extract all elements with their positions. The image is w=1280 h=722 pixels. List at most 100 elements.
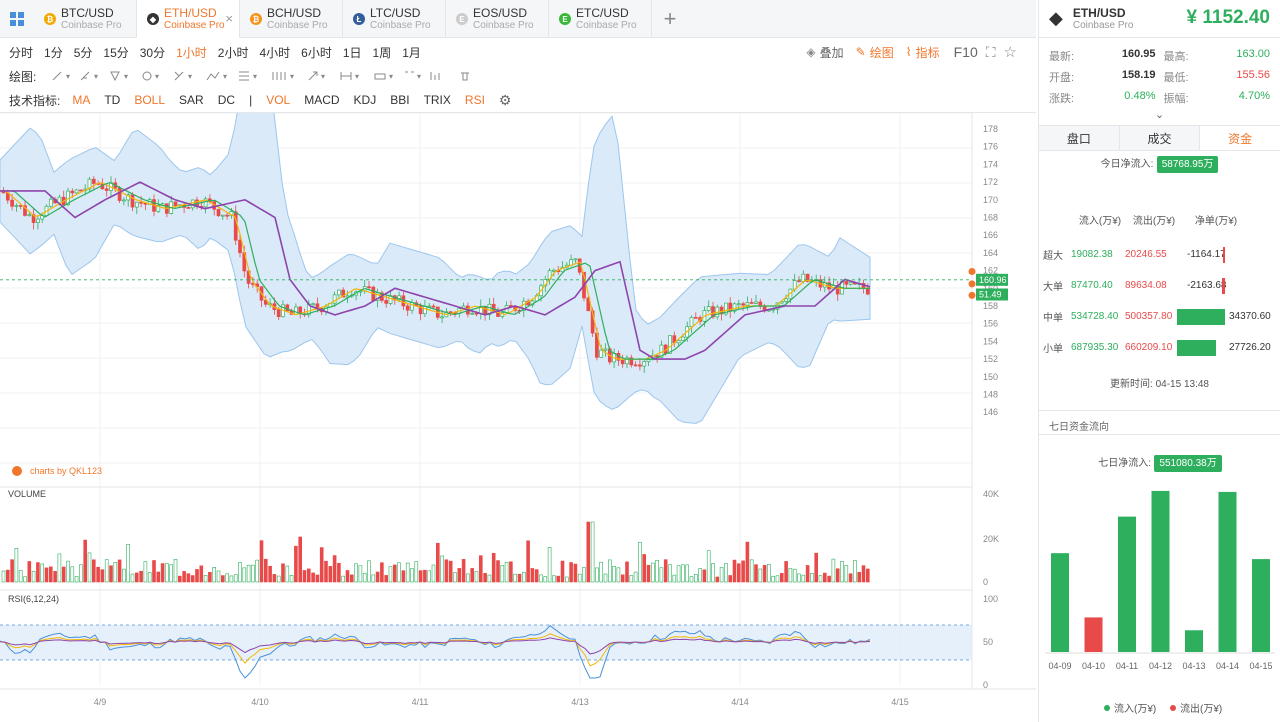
side-tab-0[interactable]: 盘口: [1039, 126, 1120, 150]
timeframe-9[interactable]: 1日: [342, 45, 362, 60]
coin-icon: E: [559, 13, 571, 25]
indicator-ma[interactable]: MA: [72, 93, 91, 107]
flow-net-bar: [1222, 277, 1225, 294]
star-icon[interactable]: ☆: [1003, 44, 1017, 61]
secondary-label: 51.49: [979, 289, 1002, 299]
draw-label: 绘图:: [9, 69, 37, 84]
timeframe-11[interactable]: 1月: [402, 45, 421, 60]
flow-out: 20246.55: [1125, 249, 1167, 260]
indicator-button[interactable]: 指标: [915, 45, 940, 60]
timeframe-4[interactable]: 30分: [139, 45, 166, 60]
price-tick: 174: [983, 159, 998, 169]
indicator-bbi[interactable]: BBI: [390, 93, 410, 107]
tab-eos-usd[interactable]: E EOS/USD Coinbase Pro: [446, 0, 549, 38]
rsi-title: RSI(6,12,24): [8, 594, 59, 604]
timeframe-6[interactable]: 2小时: [217, 45, 249, 60]
flow-net: -2163.68: [1187, 280, 1227, 291]
tab-pair: ETC/USD: [576, 5, 629, 20]
stat-label: 最新:: [1049, 51, 1075, 63]
price-tick: 170: [983, 195, 998, 205]
kline-chart[interactable]: 178 176 174 172 170 168 166 164 162 160 158 156 154 1…: [0, 113, 1036, 721]
expand-chevron-icon[interactable]: ⌄: [1154, 109, 1165, 121]
bollinger-band: [0, 113, 871, 424]
qkl-logo-icon: [12, 466, 22, 476]
bar-category: 04-14: [1216, 661, 1239, 671]
timeframe-8[interactable]: 6小时: [301, 45, 332, 60]
ma-line-long: [0, 181, 871, 360]
stat-label: 开盘:: [1049, 72, 1075, 84]
grid-menu-icon[interactable]: [0, 0, 34, 38]
indicator-sar[interactable]: SAR: [179, 93, 204, 107]
tab-exchange: Coinbase Pro: [473, 19, 534, 31]
indicator-vol[interactable]: VOL: [266, 93, 291, 107]
flow-bar: [1252, 559, 1270, 652]
tab-exchange: Coinbase Pro: [267, 19, 328, 31]
timeframe-5[interactable]: 1小时: [176, 45, 207, 60]
price-tick: 150: [983, 372, 998, 382]
draw-button[interactable]: 绘图: [869, 45, 894, 60]
tab-ltc-usd[interactable]: Ł LTC/USD Coinbase Pro: [343, 0, 446, 38]
flow-header: 流出(万¥): [1132, 216, 1176, 227]
update-time: 更新时间: 04-15 13:48: [1110, 379, 1209, 390]
flow-row: 超大 19082.38 20246.55 -1164.17: [1039, 239, 1280, 270]
settings-gear-icon[interactable]: ⚙: [498, 91, 512, 108]
flow-name: 超大: [1043, 251, 1063, 262]
side-tab-1[interactable]: 成交: [1119, 126, 1201, 150]
tab-pair: BTC/USD: [61, 5, 114, 20]
rsi-line-6: [0, 625, 871, 679]
add-tab-button[interactable]: +: [663, 5, 677, 31]
timeframe-7[interactable]: 4小时: [259, 45, 291, 60]
indicators-label: 技术指标:: [9, 93, 61, 108]
tab-etc-usd[interactable]: E ETC/USD Coinbase Pro: [549, 0, 652, 38]
flow-bar: [1051, 553, 1069, 652]
f10-button[interactable]: F10: [953, 44, 978, 60]
stat-value: 4.70%: [1238, 90, 1270, 102]
timeframe-10[interactable]: 1周: [372, 45, 392, 60]
flow-net: 34370.60: [1229, 311, 1271, 322]
date-tick: 4/9: [94, 697, 107, 707]
indicator-dc[interactable]: DC: [217, 93, 236, 107]
tab-btc-usd[interactable]: ₿ BTC/USD Coinbase Pro: [34, 0, 137, 38]
drawing-tools-icons[interactable]: ▾ ▾ ▾ ▾ ▾ ▾ ▾ ▾ ▾ ▾ ▾ ▾: [45, 66, 485, 86]
bar-category: 04-09: [1048, 661, 1071, 671]
stat-item: 涨跌: 0.48%: [1049, 90, 1156, 106]
overlay-button[interactable]: 叠加: [819, 45, 844, 60]
bar-category: 04-11: [1116, 661, 1138, 671]
stat-item: 振幅: 4.70%: [1164, 90, 1271, 106]
flow-net-bar: [1177, 308, 1225, 325]
indicator-bar: 技术指标: MA TD BOLL SAR DC | VOL MACD KDJ BBI TRIX RSI…: [0, 88, 1036, 112]
flow-header: 净单(万¥): [1194, 216, 1238, 227]
timeframe-2[interactable]: 5分: [73, 45, 93, 60]
svg-text:▾: ▾: [290, 72, 294, 81]
timeframe-1[interactable]: 1分: [44, 45, 63, 60]
close-tab-icon[interactable]: ×: [225, 11, 233, 26]
indicator-icon[interactable]: ⌇: [905, 45, 912, 59]
draw-icon[interactable]: ✎: [855, 45, 866, 59]
stat-label: 振幅:: [1163, 93, 1189, 105]
indicator-td[interactable]: TD: [104, 93, 121, 107]
indicator-kdj[interactable]: KDJ: [353, 93, 377, 107]
indicator-macd[interactable]: MACD: [304, 93, 340, 107]
legend-in-dot: [1104, 705, 1110, 711]
right-panel: ◆ ETH/USD Coinbase Pro ¥ 1152.40 最新: 160.…: [1038, 0, 1280, 722]
ticker-exchange: Coinbase Pro: [1072, 20, 1134, 31]
flow-header: 流入(万¥): [1078, 216, 1122, 227]
flow-in: 687935.30: [1071, 342, 1119, 353]
timeframe-0[interactable]: 分时: [9, 45, 34, 60]
indicator-boll[interactable]: BOLL: [134, 93, 166, 107]
price-tick: 156: [983, 319, 998, 329]
side-tab-2[interactable]: 资金: [1228, 131, 1253, 146]
indicator-trix[interactable]: TRIX: [423, 93, 451, 107]
indicator-rsi[interactable]: RSI: [464, 93, 485, 107]
tab-bch-usd[interactable]: ₿ BCH/USD Coinbase Pro: [240, 0, 343, 38]
stat-item: 最低: 155.56: [1164, 69, 1271, 85]
legend-out: 流出(万¥): [1180, 702, 1222, 715]
price-tick: 146: [983, 407, 998, 417]
fullscreen-icon[interactable]: ⛶: [985, 43, 996, 60]
svg-text:▾: ▾: [188, 72, 192, 81]
tab-eth-usd[interactable]: ◆ ETH/USD Coinbase Pro ×: [137, 0, 240, 38]
flow-name: 中单: [1043, 313, 1063, 324]
timeframe-3[interactable]: 15分: [103, 45, 129, 60]
overlay-icon[interactable]: ◈: [806, 45, 816, 59]
tab-pair: EOS/USD: [473, 5, 528, 20]
